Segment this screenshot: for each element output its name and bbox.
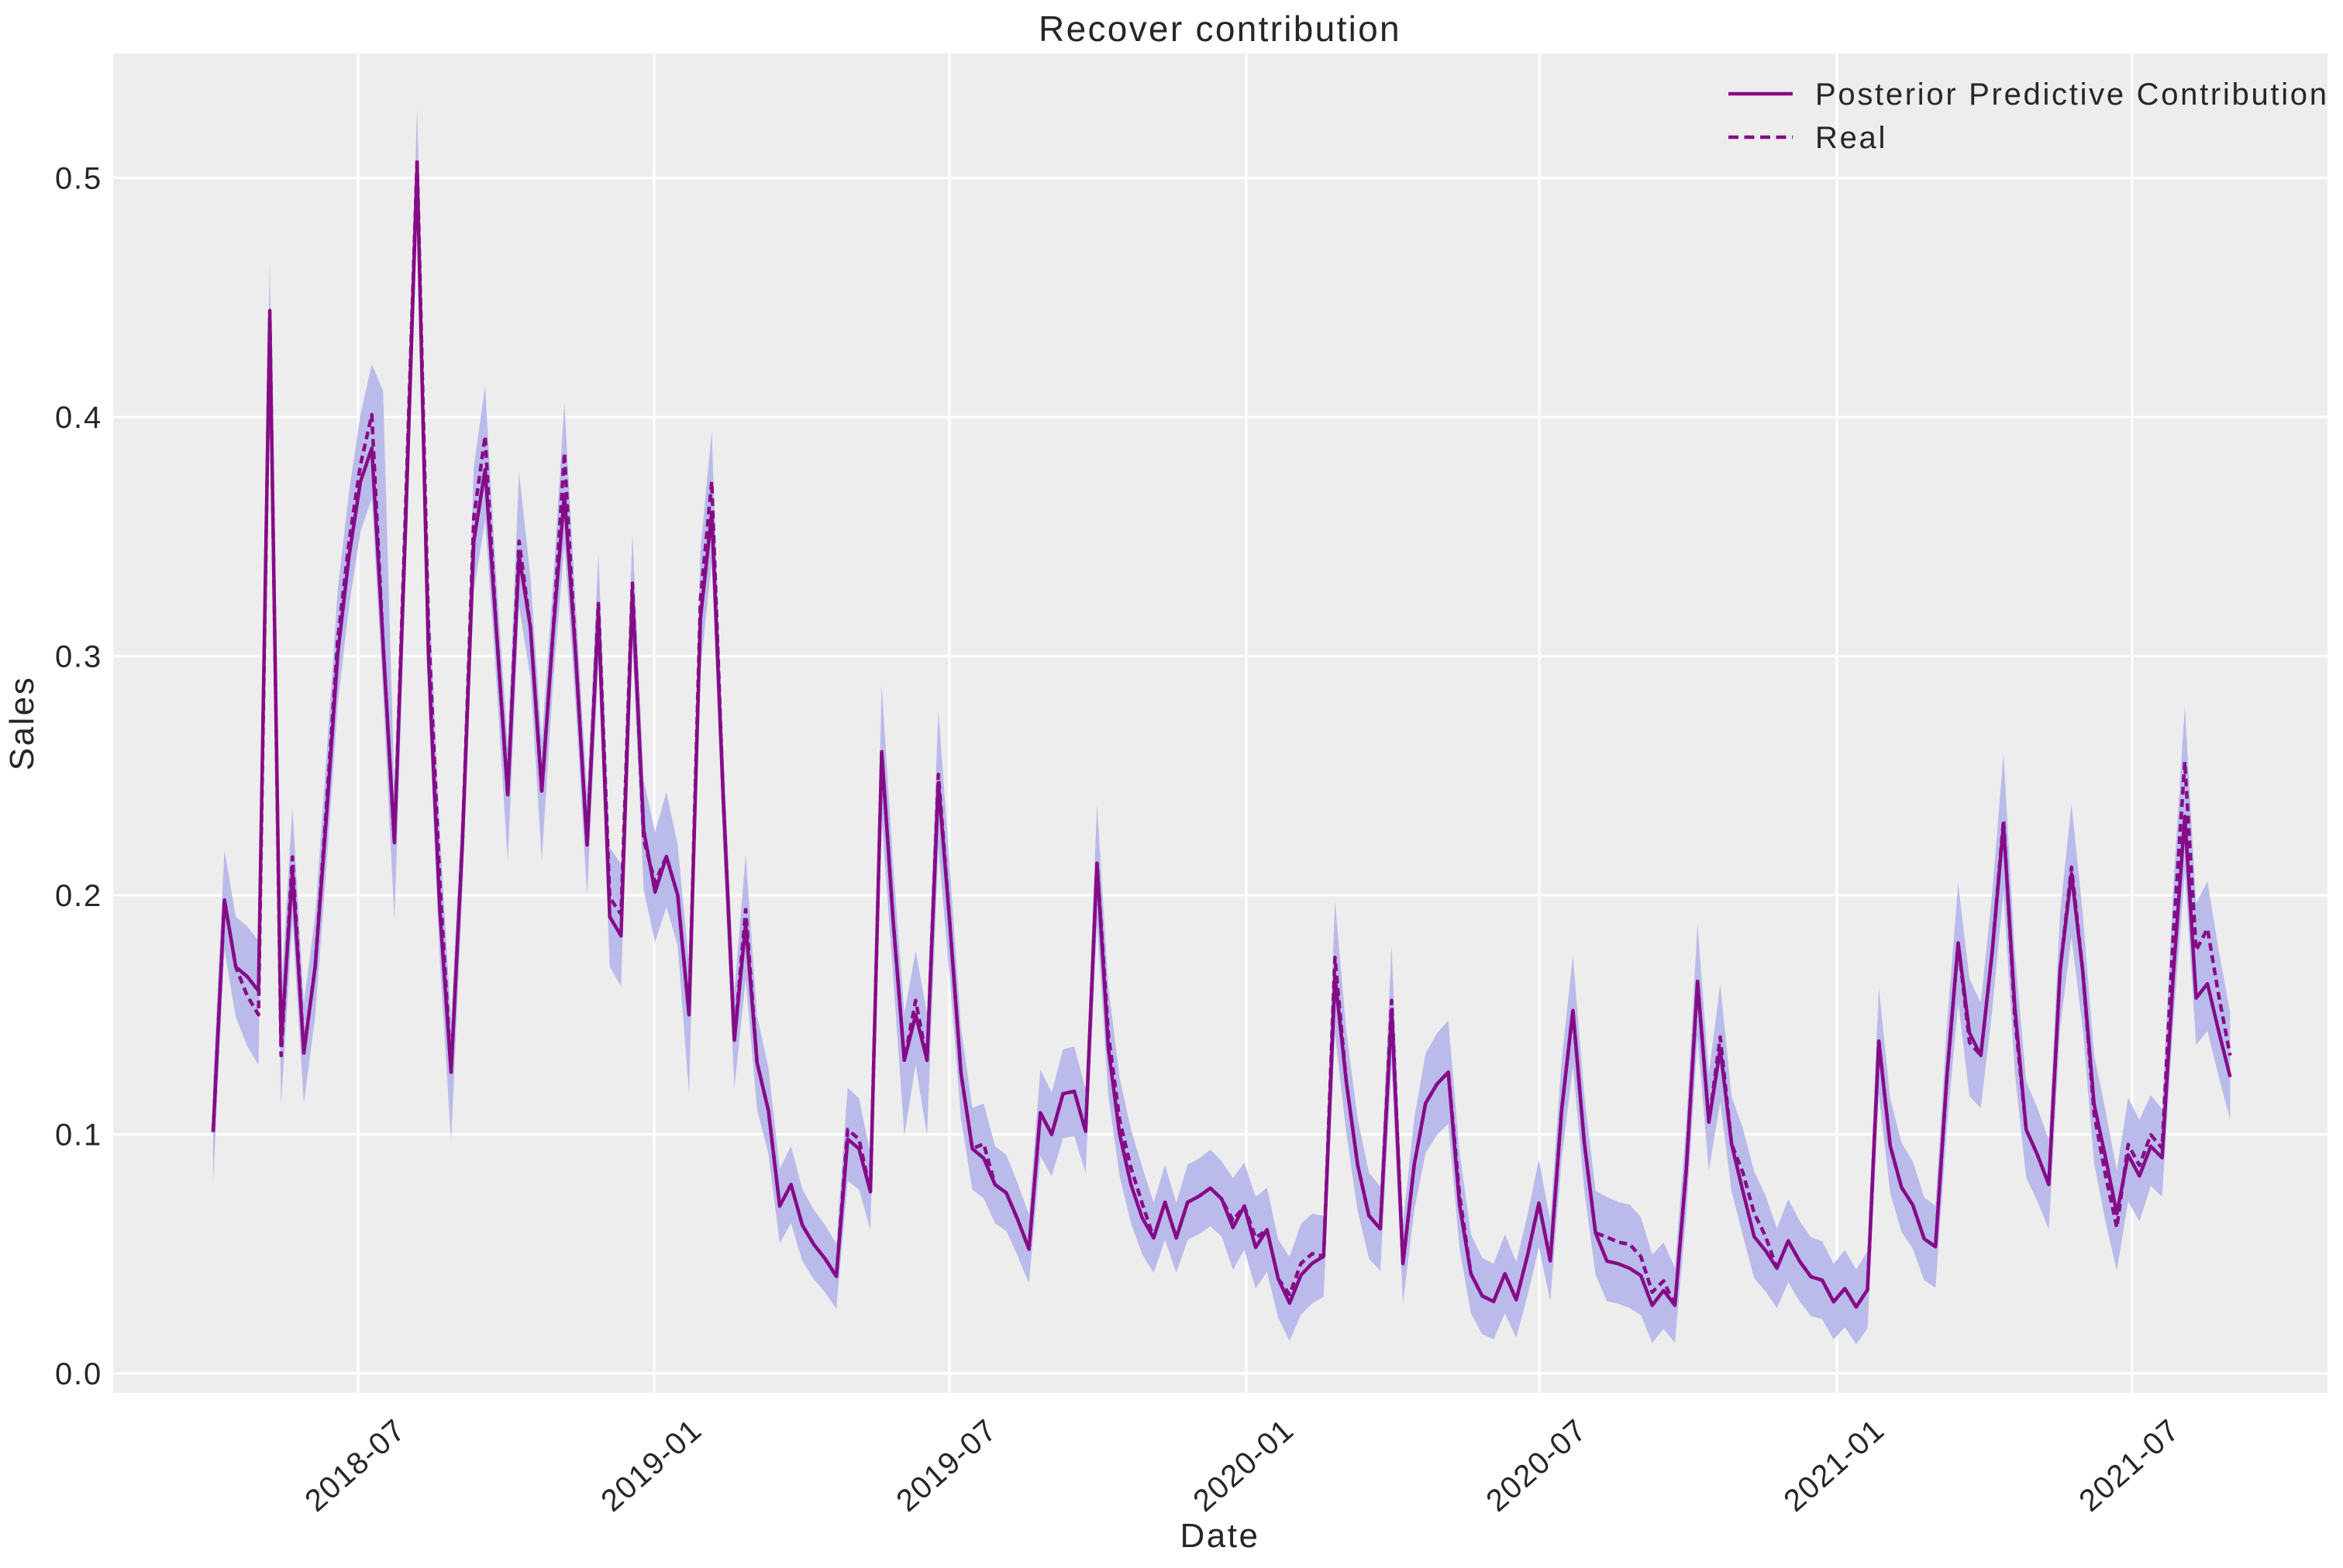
svg-text:0.3: 0.3 [55,640,102,674]
svg-text:0.2: 0.2 [55,879,102,913]
svg-text:0.1: 0.1 [55,1118,102,1153]
svg-text:0.5: 0.5 [55,162,102,196]
svg-text:Date: Date [1180,1517,1260,1555]
svg-text:Recover contribution: Recover contribution [1039,9,1401,49]
svg-text:Real: Real [1815,121,1887,155]
svg-text:0.0: 0.0 [55,1357,102,1391]
svg-text:Sales: Sales [3,676,41,771]
svg-text:Posterior Predictive Contribut: Posterior Predictive Contribution [1815,78,2329,112]
svg-text:0.4: 0.4 [55,401,102,435]
